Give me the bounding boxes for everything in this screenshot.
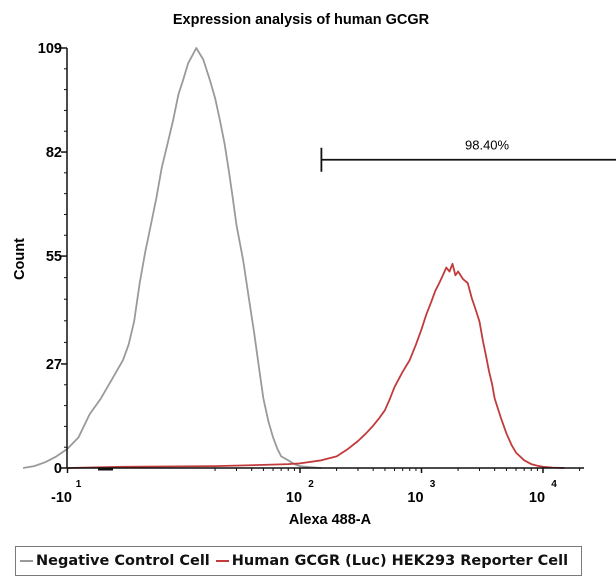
- legend-item-gcgr-reporter: Human GCGR (Luc) HEK293 Reporter Cell: [215, 553, 569, 569]
- x-tick-label: 10: [407, 490, 423, 506]
- gate-percentage-label: 98.40%: [465, 138, 510, 153]
- series-lines: [22, 47, 565, 469]
- y-tick-label: 27: [46, 357, 62, 373]
- x-tick-exponent: 4: [551, 479, 557, 490]
- x-tick-exponent: 1: [76, 479, 82, 490]
- legend: Negative Control Cell Human GCGR (Luc) H…: [15, 546, 582, 576]
- y-tick-label: 0: [54, 461, 62, 477]
- chart-title: Expression analysis of human GCGR: [173, 12, 430, 28]
- x-axis-label: Alexa 488-A: [289, 512, 372, 528]
- x-tick-label: 10: [529, 490, 545, 506]
- legend-label-gcgr-reporter: Human GCGR (Luc) HEK293 Reporter Cell: [231, 553, 569, 569]
- legend-swatch-gcgr-reporter: [215, 560, 229, 562]
- y-axis-ticks: 0 27 55 82 109: [38, 41, 67, 477]
- x-tick-label: -10: [51, 490, 72, 506]
- legend-item-negative-control: Negative Control Cell: [20, 553, 210, 569]
- x-tick-exponent: 2: [308, 479, 314, 490]
- series-line-gcgr-reporter: [67, 262, 565, 469]
- y-axis-label: Count: [12, 238, 28, 280]
- gate-marker: 98.40%: [320, 138, 616, 172]
- series-line-negative-control: [22, 47, 322, 469]
- legend-swatch-negative-control: [20, 560, 33, 562]
- y-tick-label: 82: [46, 145, 62, 161]
- x-tick-exponent: 3: [430, 479, 436, 490]
- legend-label-negative-control: Negative Control Cell: [36, 553, 210, 569]
- y-tick-label: 55: [46, 249, 62, 265]
- x-axis-ticks: -101102103104105: [51, 467, 581, 506]
- x-tick-label: 10: [286, 490, 302, 506]
- y-tick-label: 109: [38, 41, 62, 57]
- histogram-chart: Expression analysis of human GCGR Count …: [12, 12, 616, 528]
